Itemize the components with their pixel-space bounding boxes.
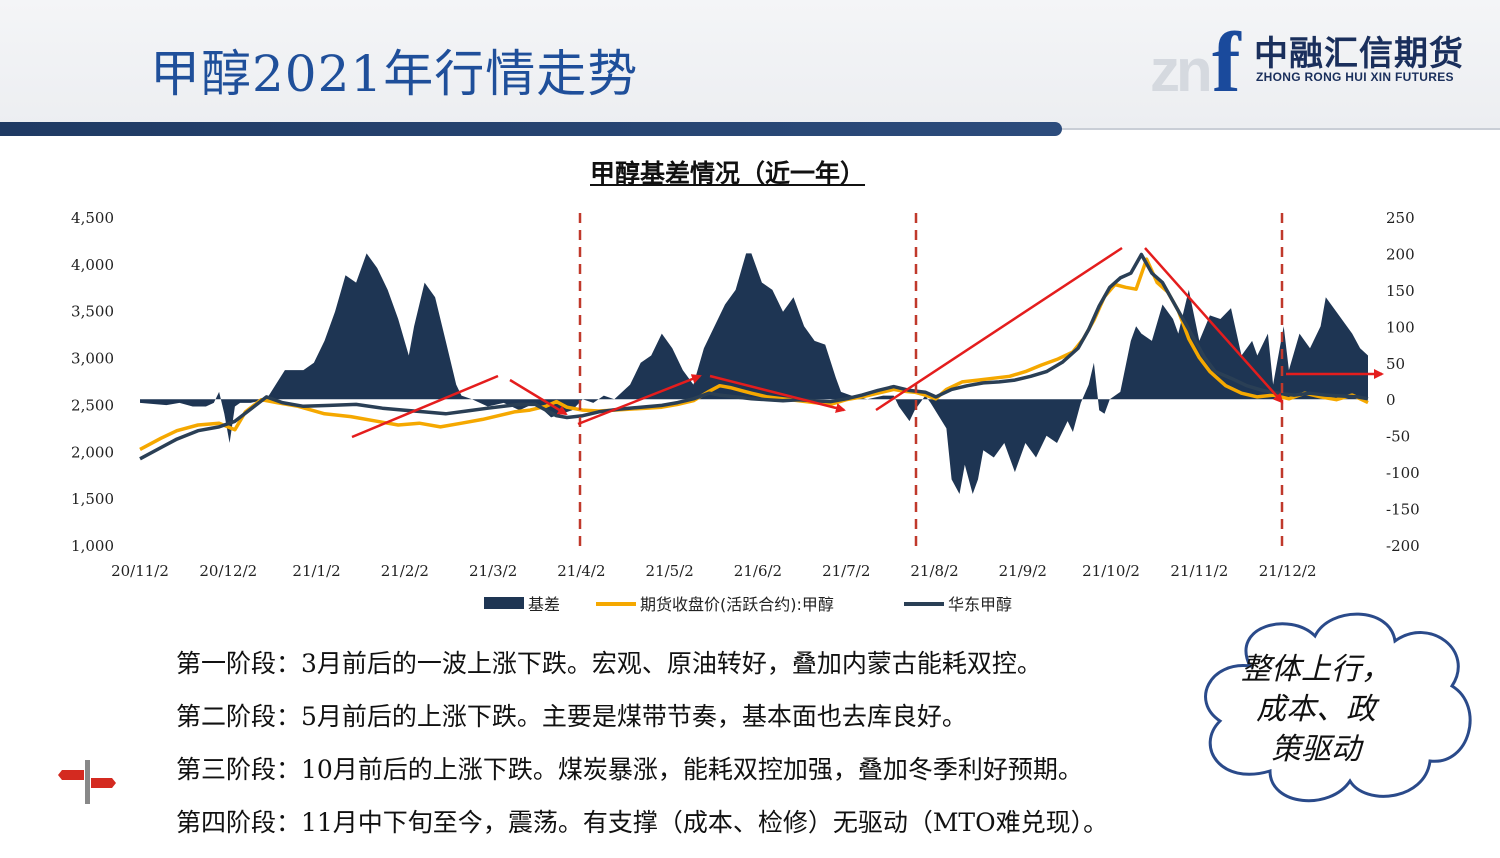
y-right-tick-label: 250 xyxy=(1386,209,1415,227)
basis-area xyxy=(140,253,1368,494)
callout-line-1: 整体上行， xyxy=(1241,652,1391,687)
x-tick-label: 21/11/2 xyxy=(1170,562,1228,580)
y-right-tick-label: -100 xyxy=(1386,464,1420,482)
trend-arrow xyxy=(509,378,568,416)
legend-label: 华东甲醇 xyxy=(948,595,1012,614)
y-left-tick-label: 3,500 xyxy=(71,303,114,321)
trend-arrow xyxy=(1144,247,1284,404)
signpost-icon xyxy=(58,760,116,804)
stage-descriptions: 第一阶段：3月前后的一波上涨下跌。宏观、原油转好，叠加内蒙古能耗双控。 第二阶段… xyxy=(176,646,1108,858)
y-right-tick-label: -150 xyxy=(1386,501,1420,519)
page-title: 甲醇2021年行情走势 xyxy=(150,45,639,103)
x-tick-label: 21/10/2 xyxy=(1082,562,1140,580)
legend-swatch xyxy=(484,597,524,609)
stage-2-text: 第二阶段：5月前后的上涨下跌。主要是煤带节奏，基本面也去库良好。 xyxy=(176,702,967,731)
callout-line-2: 成本、政 xyxy=(1256,692,1376,727)
y-right-tick-label: -200 xyxy=(1386,537,1420,555)
basis-area-series xyxy=(140,253,1368,494)
y-left-tick-label: 4,000 xyxy=(71,256,114,274)
stage-4-text: 第四阶段：11月中下旬至今，震荡。有支撑（成本、检修）无驱动（MTO难兑现）。 xyxy=(176,808,1109,837)
x-tick-label: 20/12/2 xyxy=(199,562,257,580)
legend-label: 基差 xyxy=(528,595,560,614)
stage-1-text: 第一阶段：3月前后的一波上涨下跌。宏观、原油转好，叠加内蒙古能耗双控。 xyxy=(176,649,1042,678)
x-tick-label: 21/8/2 xyxy=(910,562,958,580)
y-left-tick-label: 2,500 xyxy=(71,396,114,414)
logo-mark: zn xyxy=(1150,37,1213,104)
y-right-tick-label: -50 xyxy=(1386,428,1410,446)
trend-arrows xyxy=(351,246,1384,439)
header-background xyxy=(0,0,1500,128)
y-right-tick-label: 150 xyxy=(1386,282,1415,300)
logo-chinese-name: 中融汇信期货 xyxy=(1254,34,1464,74)
east-china-spot-line xyxy=(139,252,1369,461)
x-tick-label: 21/9/2 xyxy=(999,562,1047,580)
x-tick-label: 21/6/2 xyxy=(734,562,782,580)
chart-axes: 1,000 1,500 2,000 2,500 3,000 3,500 4,000 4,500… xyxy=(71,209,1420,580)
legend-label: 期货收盘价(活跃合约):甲醇 xyxy=(640,595,834,614)
company-logo: zn f 中融汇信期货 ZHONG RONG HUI XIN FUTURES xyxy=(1150,14,1463,110)
header-divider xyxy=(1062,128,1500,130)
y-left-tick-label: 2,000 xyxy=(71,443,114,461)
y-right-tick-label: 100 xyxy=(1386,318,1415,336)
y-right-tick-label: 50 xyxy=(1386,355,1405,373)
logo-mark-f: f xyxy=(1212,14,1241,110)
logo-english-name: ZHONG RONG HUI XIN FUTURES xyxy=(1256,70,1454,84)
y-right-tick-label: 0 xyxy=(1386,391,1396,409)
trend-arrow xyxy=(709,374,846,413)
trend-arrow xyxy=(875,246,1123,412)
trend-arrow xyxy=(351,374,499,439)
x-tick-label: 21/5/2 xyxy=(646,562,694,580)
header-accent-bar xyxy=(0,122,1062,136)
y-left-tick-label: 1,500 xyxy=(71,490,114,508)
x-tick-label: 21/1/2 xyxy=(292,562,340,580)
basis-chart: 1,000 1,500 2,000 2,500 3,000 3,500 4,000 4,500… xyxy=(71,209,1420,614)
chart-title: 甲醇基差情况（近一年） xyxy=(590,159,866,188)
y-right-tick-label: 200 xyxy=(1386,245,1415,263)
y-left-tick-label: 4,500 xyxy=(71,209,114,227)
trend-arrow xyxy=(577,374,702,426)
y-left-tick-label: 1,000 xyxy=(71,537,114,555)
callout-line-3: 策驱动 xyxy=(1271,732,1361,767)
x-tick-label: 21/2/2 xyxy=(381,562,429,580)
x-tick-label: 21/3/2 xyxy=(469,562,517,580)
x-tick-label: 20/11/2 xyxy=(111,562,169,580)
callout-text: 整体上行， 成本、政 策驱动 xyxy=(1236,650,1396,770)
cloud-callout-shape xyxy=(1204,612,1472,803)
x-tick-label: 21/7/2 xyxy=(822,562,870,580)
x-tick-label: 21/12/2 xyxy=(1259,562,1317,580)
stage-3-text: 第三阶段：10月前后的上涨下跌。煤炭暴涨，能耗双控加强，叠加冬季利好预期。 xyxy=(176,755,1083,784)
x-tick-label: 21/4/2 xyxy=(557,562,605,580)
stage-dividers xyxy=(578,213,1284,550)
y-left-tick-label: 3,000 xyxy=(71,350,114,368)
chart-legend: 基差 期货收盘价(活跃合约):甲醇 华东甲醇 xyxy=(484,595,1012,614)
